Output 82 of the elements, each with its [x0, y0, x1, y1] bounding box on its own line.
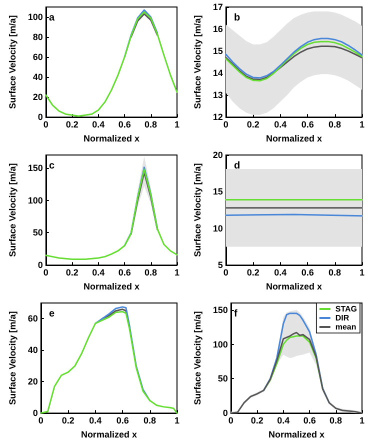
y-tick-label: 0	[38, 112, 43, 122]
x-axis-title: Normalized x	[266, 134, 322, 144]
y-tick-label: 13	[212, 90, 223, 100]
x-tick-label: 0.6	[116, 416, 129, 426]
y-tick-label: 150	[212, 304, 228, 315]
text: c	[49, 160, 55, 172]
y-axis-title: Surface Velocity [m/a]	[192, 311, 202, 405]
y-tick-label: 5	[218, 260, 223, 270]
x-tick-label: 0.6	[303, 416, 316, 426]
y-tick-label: 0	[32, 408, 38, 418]
x-tick-label: 0.8	[144, 120, 158, 130]
y-axis-title: Surface Velocity [m/a]	[8, 15, 18, 109]
x-tick-label: 0.4	[274, 120, 287, 130]
y-tick-label: 14	[212, 68, 223, 78]
x-axis-title: Normalized x	[266, 282, 322, 292]
y-tick-label: 20	[32, 92, 43, 102]
y-axis-title: Surface Velocity [m/a]	[192, 15, 202, 109]
line-series	[94, 306, 151, 402]
y-tick-label: 100	[212, 339, 228, 350]
y-tick-label: 0	[38, 260, 43, 270]
text: d	[234, 160, 240, 172]
x-tick-label: 0.8	[328, 268, 342, 278]
x-tick-label: 0.4	[274, 268, 287, 278]
x-tick-label: 0.4	[92, 268, 105, 278]
text: e	[49, 308, 55, 320]
text: a	[49, 12, 55, 24]
x-tick-label: 0.4	[277, 416, 290, 426]
x-tick-label: 1	[174, 120, 180, 130]
x-tick-label: 0.8	[144, 268, 158, 278]
y-tick-label: 100	[28, 195, 43, 206]
y-tick-label: 20	[28, 376, 38, 387]
y-tick-label: 60	[32, 52, 43, 62]
legend-label: mean	[335, 322, 356, 332]
x-tick-label: 0.6	[301, 120, 314, 130]
y-tick-label: 100	[28, 12, 43, 22]
x-tick-label: 0.6	[118, 120, 131, 130]
x-axis-title: Normalized x	[83, 134, 140, 144]
x-tick-label: 0.8	[144, 416, 156, 426]
legend-label: STAG	[335, 304, 358, 314]
x-tick-label: 0.2	[62, 416, 74, 426]
x-axis-title: Normalized x	[80, 430, 137, 440]
x-tick-label: 0.2	[66, 268, 78, 278]
y-tick-label: 17	[212, 2, 223, 12]
line-series	[130, 172, 158, 235]
y-axis-title: Surface Velocity [m/a]	[8, 311, 18, 405]
y-tick-label: 50	[32, 228, 43, 238]
x-tick-label: 0.8	[330, 416, 342, 426]
y-tick-label: 16	[212, 24, 223, 34]
x-tick-label: 0.4	[92, 120, 105, 130]
y-tick-label: 50	[218, 374, 228, 384]
y-tick-label: 40	[28, 345, 38, 356]
y-tick-label: 80	[32, 32, 43, 42]
y-tick-label: 20	[212, 150, 223, 160]
y-tick-label: 150	[28, 162, 43, 173]
x-tick-label: 1	[359, 268, 365, 278]
x-tick-label: 0.8	[328, 120, 342, 130]
x-tick-label: 0.2	[246, 268, 260, 278]
y-tick-label: 12	[212, 112, 223, 122]
y-axis-title: Surface Velocity [m/a]	[8, 163, 18, 257]
legend-label: DIR	[335, 314, 350, 322]
y-tick-label: 60	[28, 314, 38, 324]
x-axis-title: Normalized x	[83, 282, 140, 292]
x-tick-label: 0.4	[89, 416, 102, 426]
x-axis-title: Normalized x	[268, 430, 324, 440]
y-axis-title: Surface Velocity [m/a]	[192, 163, 202, 257]
y-tick-label: 40	[32, 72, 43, 82]
x-tick-label: 1	[174, 268, 180, 278]
text: f	[234, 308, 238, 320]
y-tick-label: 15	[212, 46, 223, 56]
x-tick-label: 1	[359, 416, 365, 426]
x-tick-label: 0.2	[246, 120, 260, 130]
text: b	[234, 12, 240, 24]
x-tick-label: 1	[174, 416, 180, 426]
x-tick-label: 1	[359, 120, 365, 130]
x-tick-label: 0.2	[66, 120, 78, 130]
x-tick-label: 0.6	[118, 268, 131, 278]
y-tick-label: 15	[212, 186, 223, 197]
y-tick-label: 10	[212, 223, 223, 234]
x-tick-label: 0.2	[250, 416, 264, 426]
y-tick-label: 0	[222, 408, 228, 418]
x-tick-label: 0.6	[301, 268, 314, 278]
line-series	[130, 13, 158, 38]
